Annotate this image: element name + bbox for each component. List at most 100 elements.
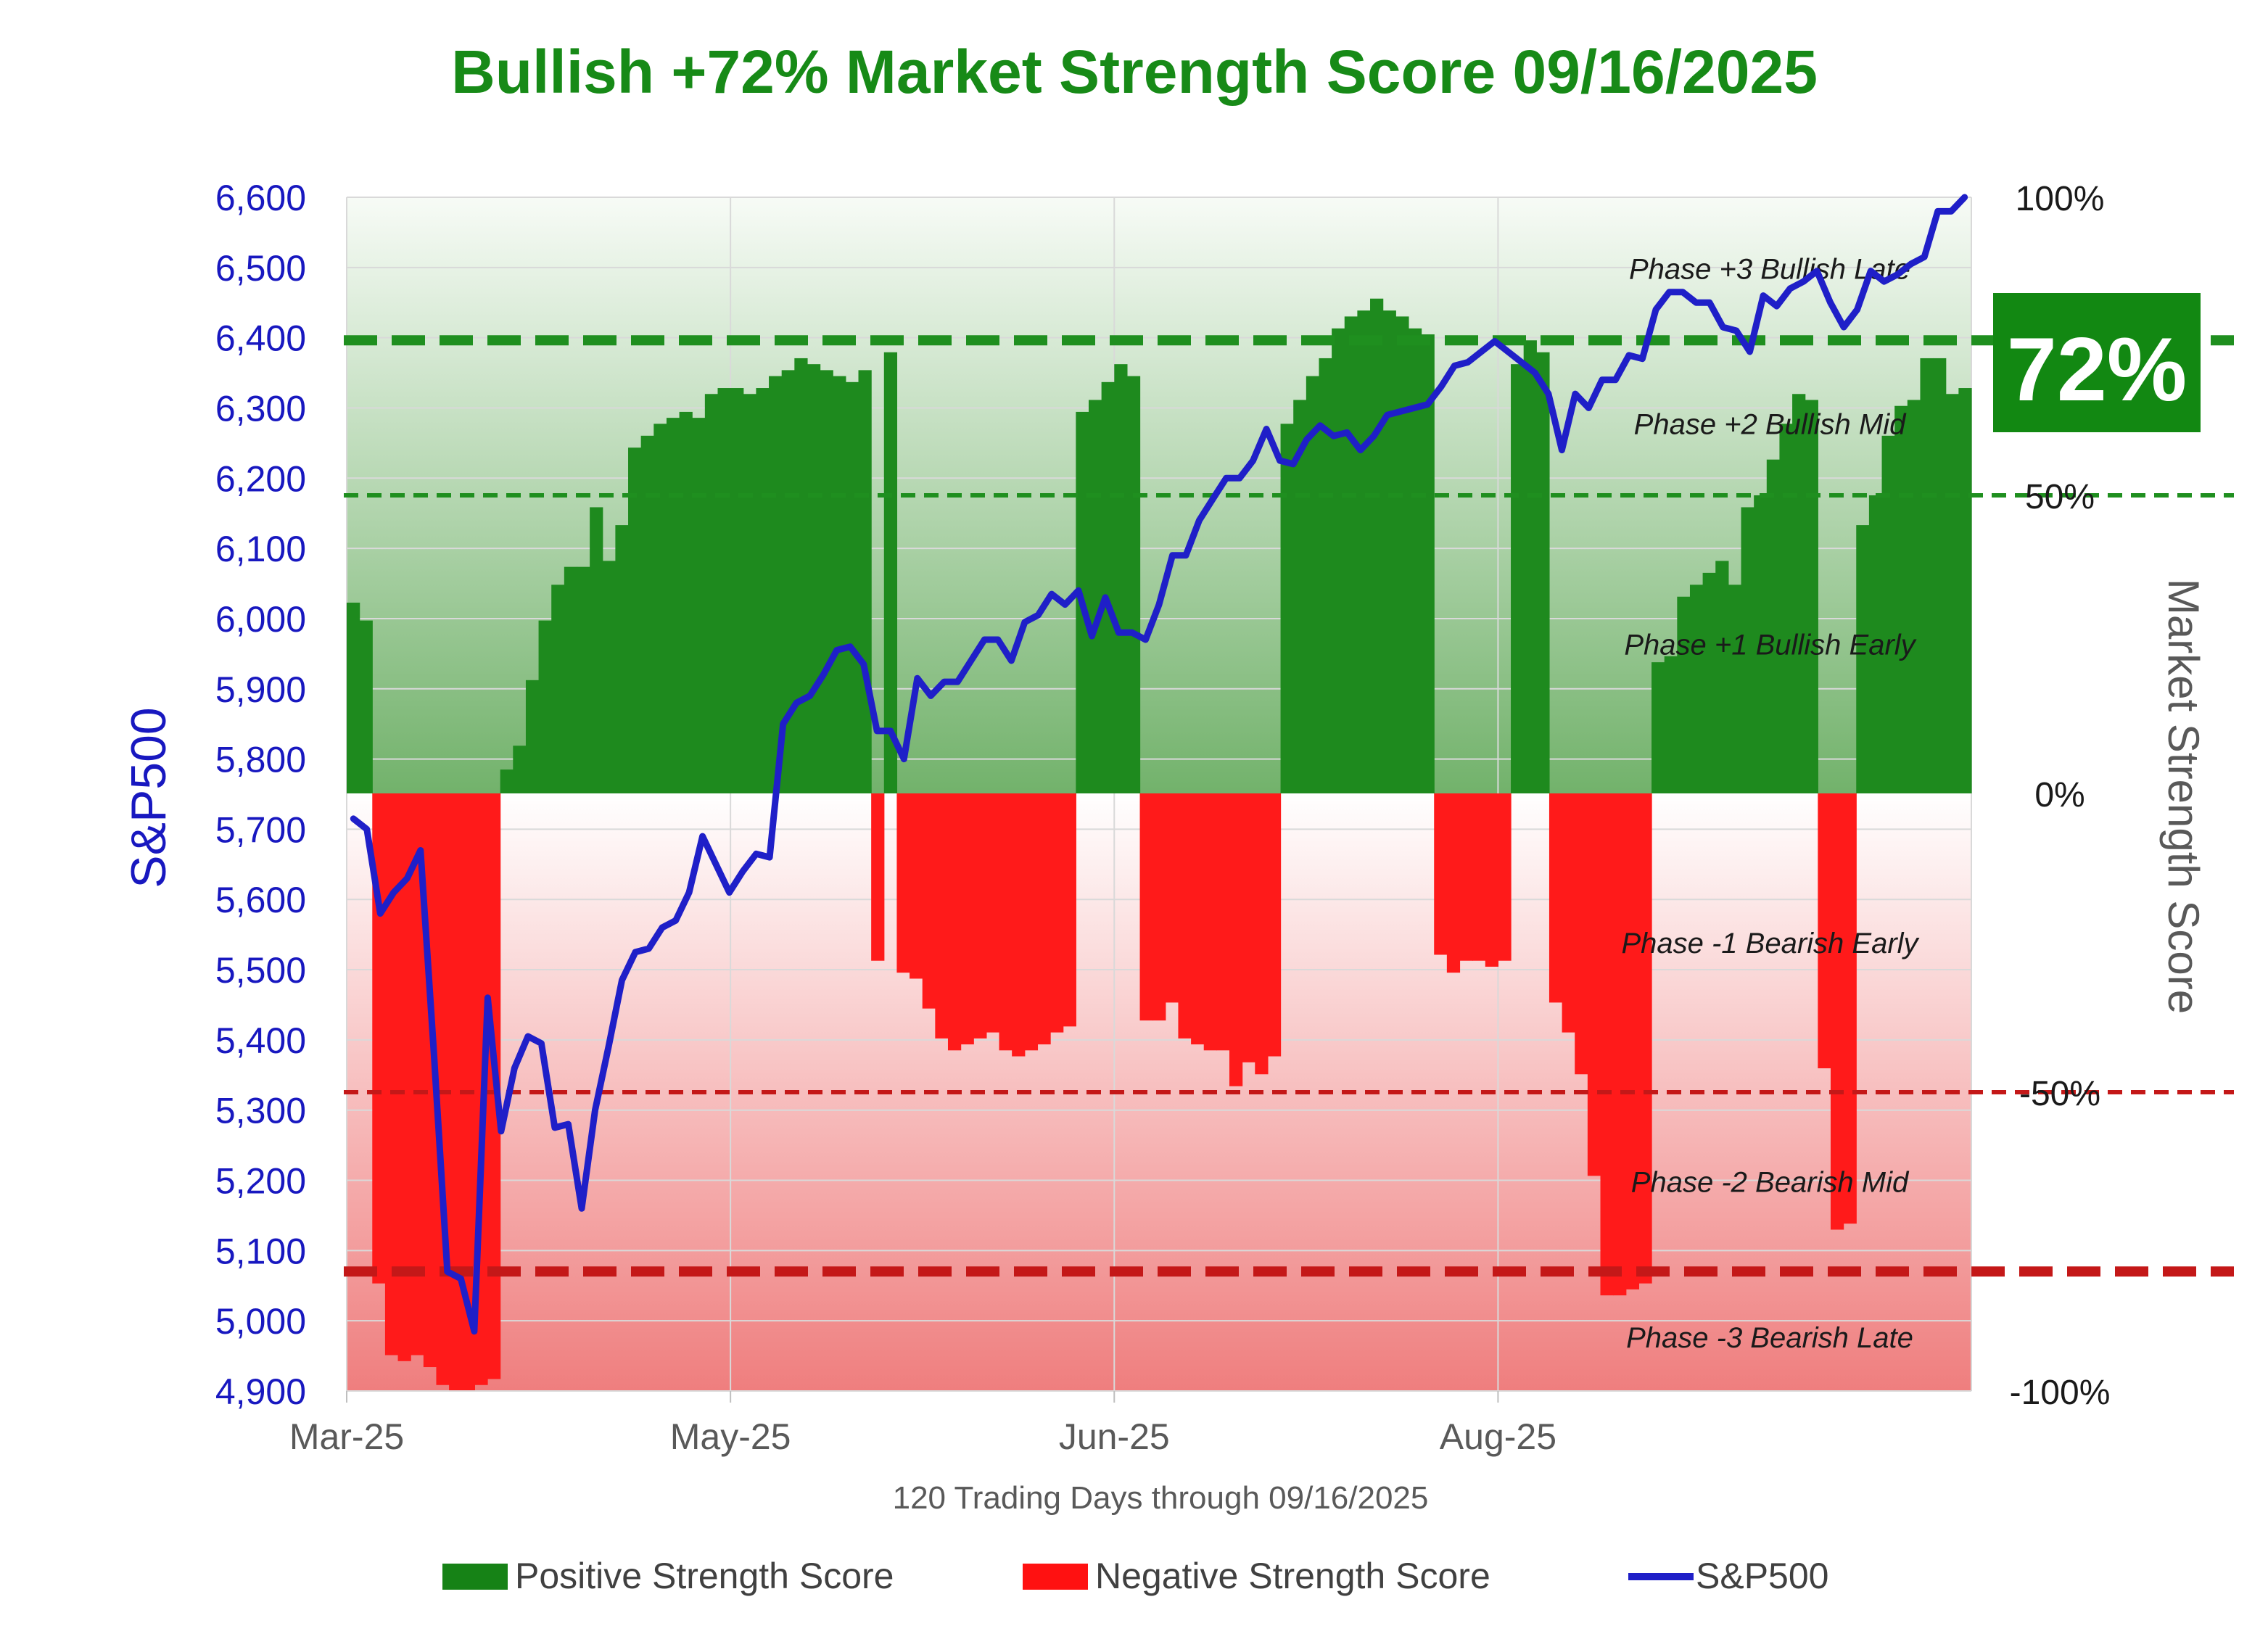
positive-strength-bar [564, 566, 578, 793]
legend-item-spx: S&P500 [1628, 1556, 1828, 1596]
positive-strength-bar [500, 769, 514, 793]
positive-strength-bar [1382, 310, 1396, 793]
positive-strength-bar [1395, 316, 1409, 793]
negative-strength-bar [1472, 793, 1486, 961]
negative-strength-bar [1152, 793, 1166, 1021]
negative-strength-bar [1485, 793, 1499, 967]
negative-strength-bar [910, 793, 923, 979]
positive-strength-bar [1741, 507, 1754, 793]
positive-strength-bar [820, 370, 833, 793]
positive-strength-bar [1511, 364, 1525, 793]
positive-strength-bar [1536, 352, 1550, 794]
negative-strength-bar [1255, 793, 1269, 1075]
positive-strength-bar [1766, 459, 1781, 793]
positive-strength-bar [577, 566, 590, 793]
x-axis-tick-label: Aug-25 [1440, 1416, 1556, 1457]
positive-strength-bar [1651, 662, 1665, 793]
legend-label-negative: Negative Strength Score [1095, 1556, 1490, 1596]
positive-strength-bar [551, 585, 565, 793]
negative-strength-bar [986, 793, 1000, 1033]
positive-strength-bar [692, 418, 706, 793]
positive-strength-bar [1856, 525, 1870, 793]
negative-strength-bar [947, 793, 962, 1051]
positive-strength-bar [743, 394, 757, 793]
positive-strength-bar [1779, 424, 1793, 793]
negative-strength-bar [1638, 793, 1652, 1284]
negative-strength-bar [1613, 793, 1627, 1296]
legend-swatch-positive [442, 1564, 508, 1590]
negative-strength-bar [1562, 793, 1575, 1033]
negative-strength-bar [922, 793, 936, 1009]
negative-strength-bar [1600, 793, 1614, 1296]
positive-strength-bar [717, 388, 731, 793]
phase-threshold-lines [344, 335, 2234, 1277]
right-axis-tick-label: -100% [2010, 1374, 2111, 1412]
positive-strength-bar [1702, 572, 1716, 793]
positive-strength-bar [1319, 358, 1332, 793]
positive-strength-bar [590, 507, 603, 793]
positive-strength-bar [1894, 405, 1908, 793]
positive-strength-bar [1280, 424, 1294, 793]
left-axis-tick-label: 6,300 [215, 388, 306, 429]
positive-strength-bar [730, 388, 744, 793]
left-axis-tick-label: 5,500 [215, 950, 306, 991]
negative-strength-bar [1139, 793, 1153, 1021]
phase-label: Phase +3 Bullish Late [1629, 254, 1910, 286]
positive-strength-bar [1689, 585, 1704, 793]
positive-strength-bar [1408, 328, 1422, 794]
positive-strength-bar [704, 394, 719, 793]
negative-strength-bar [1024, 793, 1039, 1051]
negative-strength-bar [397, 793, 411, 1361]
negative-strength-bar [1242, 793, 1255, 1062]
negative-strength-bar [1229, 793, 1243, 1086]
left-axis-tick-label: 5,100 [215, 1231, 306, 1271]
x-axis-title: 120 Trading Days through 09/16/2025 [893, 1480, 1429, 1516]
left-axis-tick-label: 6,500 [215, 248, 306, 289]
positive-strength-bar [794, 358, 808, 793]
spx-line [350, 194, 1968, 1335]
positive-strength-bar [1945, 394, 1959, 793]
left-axis-tick-label: 4,900 [215, 1371, 306, 1412]
chart-title: Bullish +72% Market Strength Score 09/16… [451, 38, 1818, 106]
left-axis-title: S&P500 [121, 707, 176, 888]
phase-label: Phase +2 Bullish Mid [1634, 408, 1907, 440]
negative-strength-bar [1459, 793, 1473, 961]
right-axis-tick-label: -50% [2019, 1075, 2100, 1113]
positive-strength-bar [1881, 435, 1895, 793]
positive-strength-bar [1293, 400, 1307, 793]
negative-strength-bar [411, 793, 424, 1355]
positive-strength-bar [845, 381, 859, 793]
phase-label: Phase -2 Bearish Mid [1631, 1167, 1910, 1199]
positive-strength-bar [1958, 388, 1972, 793]
positive-strength-bar [359, 620, 373, 793]
positive-strength-bar [1792, 394, 1806, 793]
right-axis-tick-label: 100% [2016, 180, 2105, 218]
x-axis-tick-label: Jun-25 [1059, 1416, 1170, 1457]
left-axis-tick-label: 5,900 [215, 669, 306, 710]
positive-strength-bar [1933, 358, 1947, 793]
phase-label: Phase -3 Bearish Late [1626, 1322, 1913, 1354]
positive-strength-bar [602, 561, 616, 793]
negative-strength-bar [449, 793, 463, 1391]
negative-strength-bar [1625, 793, 1640, 1289]
negative-strength-bar [1830, 793, 1844, 1230]
x-axis-ticks: Mar-25 May-25 Jun-25 Aug-25 [289, 1390, 1971, 1457]
positive-strength-bar [1728, 585, 1742, 793]
positive-strength-bar [858, 370, 872, 793]
positive-strength-bar [1114, 364, 1128, 793]
positive-strength-bar [615, 525, 629, 793]
left-axis-ticks: 6,600 6,500 6,400 6,300 6,200 6,100 6,000 5,900… [215, 178, 306, 1412]
left-axis-tick-label: 6,600 [215, 178, 306, 218]
positive-strength-bar [781, 370, 795, 793]
negative-strength-bar [960, 793, 974, 1045]
positive-strength-bar [807, 364, 821, 793]
left-axis-tick-label: 5,700 [215, 809, 306, 850]
positive-strength-bar [1664, 656, 1678, 793]
left-axis-tick-label: 5,200 [215, 1161, 306, 1202]
positive-strength-bar [513, 746, 527, 793]
legend-item-positive: Positive Strength Score [442, 1556, 894, 1596]
positive-strength-bar [1805, 400, 1818, 793]
phase-labels: Phase +3 Bullish Late Phase +2 Bullish Mi… [1621, 254, 1920, 1354]
left-axis-tick-label: 6,400 [215, 318, 306, 359]
negative-strength-bar [1050, 793, 1064, 1033]
